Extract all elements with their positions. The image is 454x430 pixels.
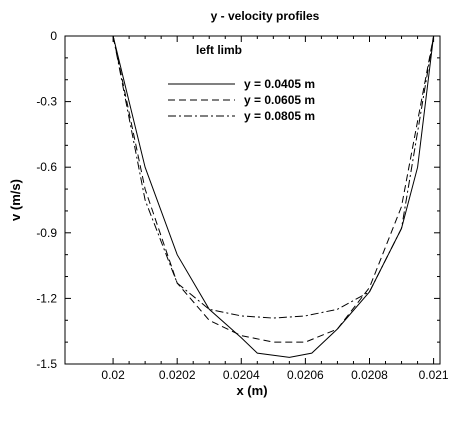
- y-axis-title: v (m/s): [8, 179, 23, 221]
- series-lines: [112, 35, 435, 358]
- y-tick-label: -0.6: [36, 160, 57, 174]
- x-tick-label: 0.0206: [287, 368, 324, 382]
- x-tick-label: 0.0202: [159, 368, 196, 382]
- legend-label-3: y = 0.0805 m: [244, 109, 315, 123]
- y-tick-label: -0.3: [36, 95, 57, 109]
- legend: y = 0.0405 m y = 0.0605 m y = 0.0805 m: [168, 77, 315, 123]
- y-tick-label: -1.5: [36, 357, 57, 371]
- legend-label-2: y = 0.0605 m: [244, 93, 315, 107]
- chart-title: y - velocity profiles: [211, 9, 320, 23]
- chart-subtitle: left limb: [196, 43, 242, 57]
- series-line-2: [112, 35, 435, 343]
- x-axis-title: x (m): [236, 383, 267, 398]
- y-tick-label: -1.2: [36, 291, 57, 305]
- x-tick-label: 0.0204: [223, 368, 260, 382]
- y-tick-label: 0: [50, 29, 57, 43]
- plot-frame: [64, 35, 441, 365]
- series-line-3: [112, 35, 435, 319]
- tick-labels: 0.02 0.0202 0.0204 0.0206 0.0208 0.021 0 -0.3 -0…: [36, 29, 449, 382]
- x-tick-label: 0.0208: [351, 368, 388, 382]
- x-tick-label: 0.021: [419, 368, 449, 382]
- legend-label-1: y = 0.0405 m: [244, 77, 315, 91]
- y-tick-label: -0.9: [36, 226, 57, 240]
- x-tick-label: 0.02: [101, 368, 125, 382]
